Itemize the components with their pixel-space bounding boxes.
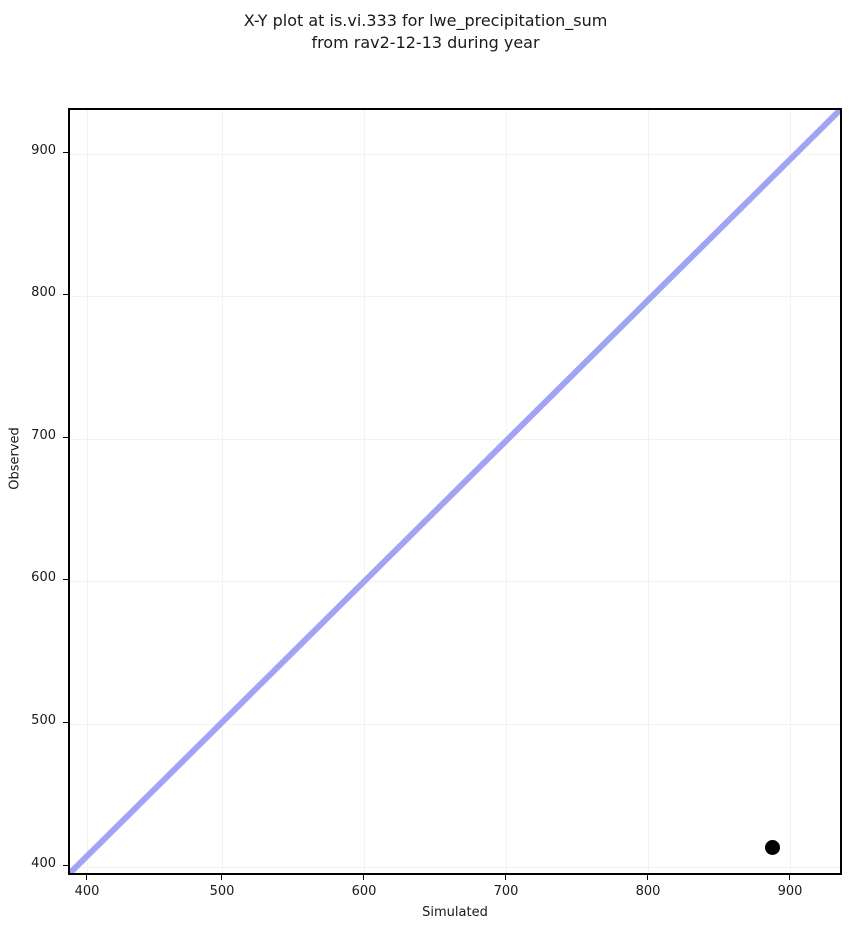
- ytick-mark: [63, 865, 68, 866]
- gridline-vertical: [222, 110, 223, 873]
- ytick-mark: [63, 579, 68, 580]
- gridline-vertical: [790, 110, 791, 873]
- xtick-label: 500: [209, 884, 235, 899]
- x-axis-label: Simulated: [422, 905, 488, 920]
- xtick-label: 700: [493, 884, 519, 899]
- gridline-vertical: [506, 110, 507, 873]
- ytick-mark: [63, 294, 68, 295]
- one-to-one-reference-line: [70, 110, 840, 873]
- ytick-mark: [63, 437, 68, 438]
- xtick-label: 800: [635, 884, 661, 899]
- xtick-mark: [789, 875, 790, 880]
- plot-area: [68, 108, 842, 875]
- ytick-label: 800: [31, 285, 56, 300]
- ytick-label: 400: [31, 856, 56, 871]
- ytick-label: 600: [31, 570, 56, 585]
- ytick-mark: [63, 152, 68, 153]
- gridline-vertical: [87, 110, 88, 873]
- chart-title: X-Y plot at is.vi.333 for lwe_precipitat…: [243, 11, 608, 52]
- ytick-label: 500: [31, 713, 56, 728]
- xtick-label: 600: [351, 884, 377, 899]
- xtick-mark: [86, 875, 87, 880]
- xtick-mark: [505, 875, 506, 880]
- gridline-vertical: [364, 110, 365, 873]
- xtick-mark: [221, 875, 222, 880]
- data-point[interactable]: [764, 839, 780, 855]
- xtick-mark: [647, 875, 648, 880]
- ytick-label: 700: [31, 428, 56, 443]
- gridline-horizontal: [70, 867, 840, 868]
- gridline-horizontal: [70, 724, 840, 725]
- xtick-label: 400: [74, 884, 100, 899]
- xtick-mark: [363, 875, 364, 880]
- gridline-horizontal: [70, 439, 840, 440]
- ytick-mark: [63, 722, 68, 723]
- xtick-label: 900: [777, 884, 803, 899]
- gridline-horizontal: [70, 154, 840, 155]
- gridline-vertical: [648, 110, 649, 873]
- gridline-horizontal: [70, 296, 840, 297]
- y-axis-label: Observed: [7, 427, 23, 490]
- ytick-label: 900: [31, 143, 56, 158]
- gridline-horizontal: [70, 581, 840, 582]
